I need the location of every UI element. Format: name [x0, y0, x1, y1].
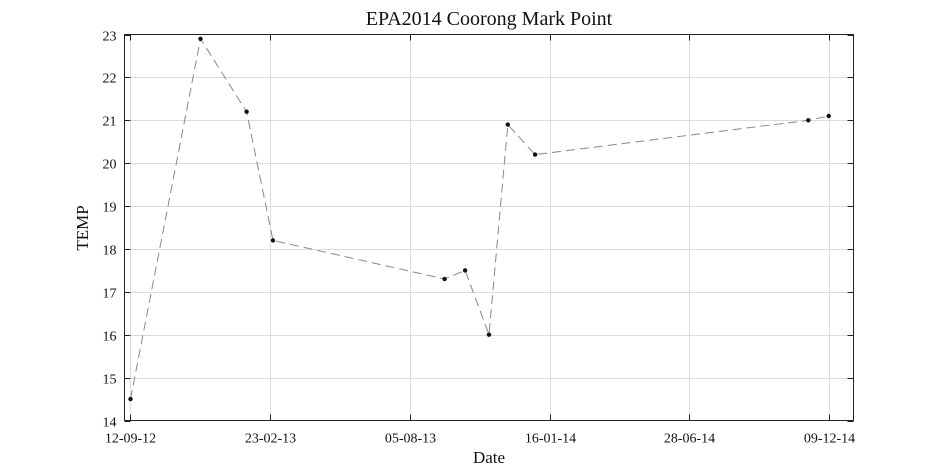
- y-axis-label: TEMP: [73, 205, 92, 250]
- data-point: [270, 238, 276, 243]
- series-line: [130, 37, 829, 400]
- data-point: [244, 109, 249, 114]
- y-tick-label: 20: [103, 158, 117, 173]
- data-point: [442, 276, 447, 282]
- x-tick-label: 23-02-13: [245, 432, 296, 447]
- grid-lines: [124, 34, 854, 421]
- data-point: [462, 268, 468, 273]
- y-tick-label: 22: [103, 72, 117, 87]
- tick-labels: 14 15 16 17 18 19 20 21 22 23 12-09-12 23-02-13 05-0…: [103, 30, 856, 447]
- data-point: [486, 332, 492, 337]
- x-axis-label: Date: [473, 448, 505, 467]
- x-tick-label: 05-08-13: [385, 432, 436, 447]
- y-tick-label: 17: [103, 287, 117, 302]
- x-tick-label: 12-09-12: [105, 432, 156, 447]
- y-tick-label: 14: [103, 416, 117, 431]
- y-tick-label: 21: [103, 115, 117, 130]
- data-point: [826, 113, 831, 119]
- y-tick-label: 23: [103, 30, 117, 45]
- data-point: [532, 152, 538, 157]
- plot-frame: [124, 34, 854, 421]
- data-point: [128, 396, 133, 402]
- x-tick-label: 28-06-14: [664, 432, 715, 447]
- data-point: [806, 118, 811, 123]
- data-point: [505, 122, 510, 127]
- x-tick-label: 16-01-14: [525, 432, 576, 447]
- x-tick-label: 09-12-14: [804, 432, 855, 447]
- y-tick-label: 19: [103, 201, 117, 216]
- y-tick-label: 15: [103, 373, 117, 388]
- data-point: [198, 36, 203, 41]
- data-series: [128, 36, 831, 402]
- axis-ticks: [124, 34, 854, 422]
- chart-title: EPA2014 Coorong Mark Point: [366, 8, 613, 30]
- y-tick-label: 16: [103, 330, 117, 345]
- y-tick-label: 18: [103, 244, 117, 259]
